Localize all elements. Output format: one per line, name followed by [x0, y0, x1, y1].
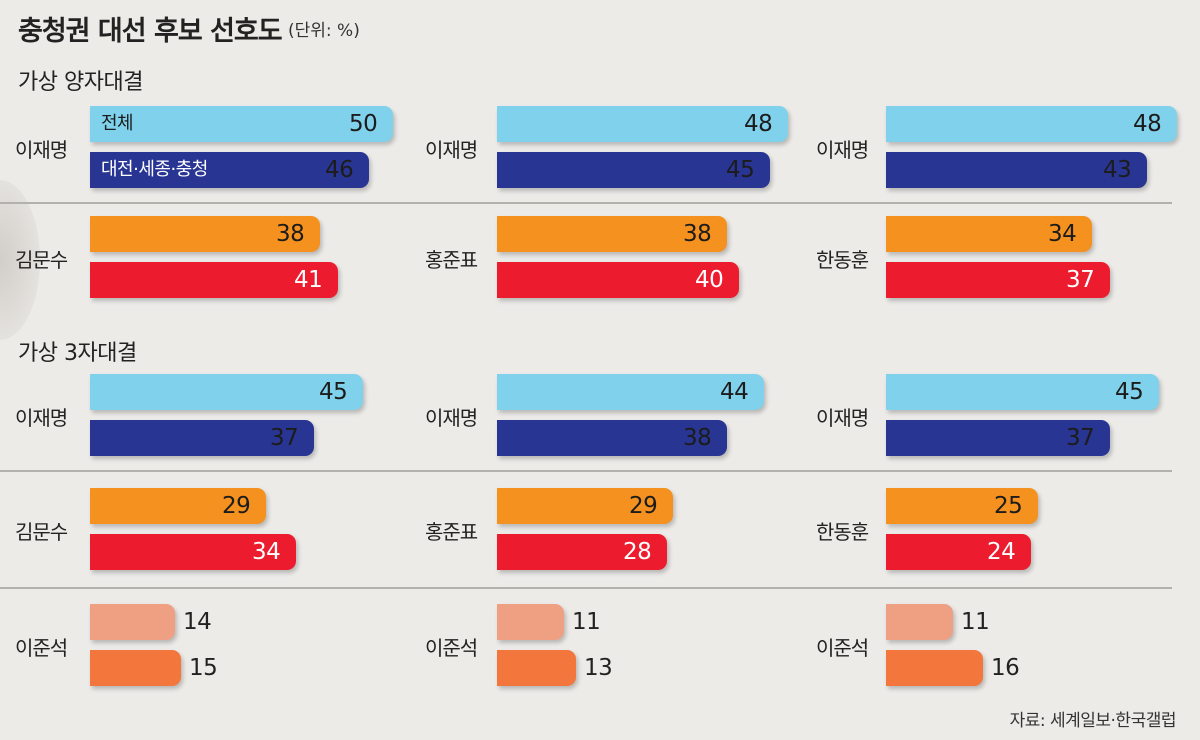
- value-label: 24: [987, 539, 1016, 565]
- bar-region: [886, 152, 1147, 188]
- section-title: 가상 양자대결: [18, 70, 143, 95]
- value-label: 38: [683, 425, 712, 451]
- bar-total: [886, 604, 953, 640]
- bar-total: [90, 216, 320, 252]
- value-label: 45: [1115, 379, 1144, 405]
- value-label: 16: [991, 655, 1020, 681]
- value-label: 29: [629, 493, 658, 519]
- value-label: 48: [744, 111, 773, 137]
- bar-total: [886, 106, 1177, 142]
- value-label: 11: [961, 609, 990, 635]
- candidate-label: 김문수: [15, 248, 68, 272]
- candidate-label: 이준석: [816, 636, 869, 660]
- bar-region: [886, 420, 1110, 456]
- value-label: 45: [319, 379, 348, 405]
- row-divider: [0, 470, 1172, 472]
- value-label: 38: [276, 221, 305, 247]
- value-label: 43: [1103, 157, 1132, 183]
- candidate-label: 이재명: [816, 406, 869, 430]
- bar-region: [886, 262, 1110, 298]
- bar-region: [886, 650, 983, 686]
- bar-region: [90, 534, 296, 570]
- bar-total: [886, 488, 1038, 524]
- value-label: 44: [720, 379, 749, 405]
- bar-total: [886, 216, 1092, 252]
- bar-region: [497, 650, 576, 686]
- value-label: 48: [1133, 111, 1162, 137]
- bar-region: [497, 534, 667, 570]
- bar-region: [886, 534, 1031, 570]
- bar-total: [90, 604, 175, 640]
- value-label: 34: [252, 539, 281, 565]
- section-title: 가상 3자대결: [18, 341, 137, 366]
- bar-total: [90, 488, 266, 524]
- bar-region: [497, 262, 739, 298]
- candidate-label: 한동훈: [816, 248, 869, 272]
- bar-region: [90, 650, 181, 686]
- candidate-label: 홍준표: [425, 248, 478, 272]
- legend-total: 전체: [101, 113, 134, 134]
- value-label: 28: [623, 539, 652, 565]
- value-label: 25: [994, 493, 1023, 519]
- bar-total: [497, 106, 788, 142]
- value-label: 37: [1066, 267, 1095, 293]
- bar-total: [497, 216, 727, 252]
- candidate-label: 이재명: [15, 138, 68, 162]
- bar-region: [90, 152, 369, 188]
- value-label: 37: [1066, 425, 1095, 451]
- value-label: 38: [683, 221, 712, 247]
- value-label: 41: [294, 267, 323, 293]
- bar-total: [497, 488, 673, 524]
- candidate-label: 이준석: [425, 636, 478, 660]
- candidate-label: 이재명: [425, 138, 478, 162]
- value-label: 29: [222, 493, 251, 519]
- bar-total: [90, 374, 363, 410]
- value-label: 50: [349, 111, 378, 137]
- unit-label: (단위: %): [288, 21, 360, 41]
- row-divider: [0, 587, 1172, 589]
- bar-region: [90, 262, 338, 298]
- candidate-label: 이준석: [15, 636, 68, 660]
- value-label: 40: [695, 267, 724, 293]
- value-label: 15: [189, 655, 218, 681]
- bar-total: [497, 374, 764, 410]
- candidate-label: 홍준표: [425, 520, 478, 544]
- candidate-label: 이재명: [425, 406, 478, 430]
- bar-total: [497, 604, 564, 640]
- candidate-label: 김문수: [15, 520, 68, 544]
- value-label: 45: [726, 157, 755, 183]
- value-label: 13: [584, 655, 613, 681]
- value-label: 37: [270, 425, 299, 451]
- candidate-label: 이재명: [816, 138, 869, 162]
- candidate-label: 이재명: [15, 406, 68, 430]
- chart-title: 충청권 대선 후보 선호도: [18, 16, 283, 47]
- row-divider: [0, 202, 1172, 204]
- value-label: 11: [572, 609, 601, 635]
- bar-region: [497, 420, 727, 456]
- legend-region: 대전·세종·충청: [101, 159, 208, 180]
- bar-total: [90, 106, 393, 142]
- value-label: 46: [325, 157, 354, 183]
- candidate-label: 한동훈: [816, 520, 869, 544]
- bar-total: [886, 374, 1159, 410]
- bar-region: [90, 420, 314, 456]
- bar-region: [497, 152, 770, 188]
- value-label: 14: [183, 609, 212, 635]
- source-note: 자료: 세계일보·한국갤럽: [1009, 711, 1177, 731]
- value-label: 34: [1048, 221, 1077, 247]
